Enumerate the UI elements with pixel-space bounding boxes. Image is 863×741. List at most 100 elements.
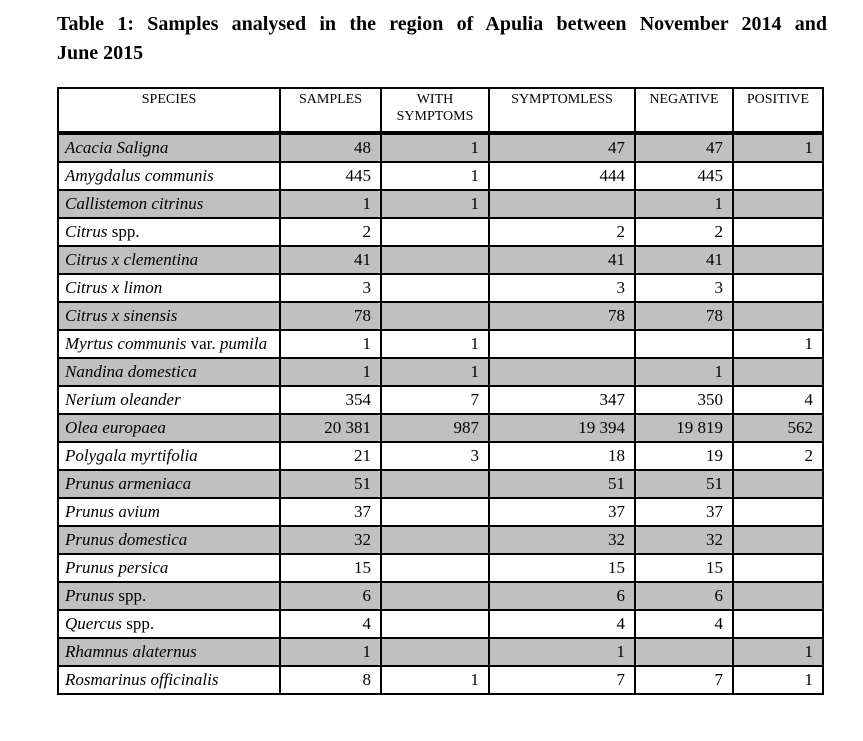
- count-cell: [732, 217, 824, 247]
- table-row: Amygdalus communis 445 1 444 445: [57, 161, 824, 191]
- count-cell: 7: [380, 385, 490, 415]
- count-cell: 2: [488, 217, 636, 247]
- count-cell: 1: [279, 357, 382, 387]
- header-row: SPECIES SAMPLES WITH SYMPTOMS SYMPTOMLESS NE…: [57, 87, 824, 135]
- table-row: Citrus x clementina 41 41 41: [57, 245, 824, 275]
- count-cell: 1: [279, 637, 382, 667]
- count-cell: 4: [634, 609, 734, 639]
- table-row: Polygala myrtifolia 21 3 18 19 2: [57, 441, 824, 471]
- count-cell: 37: [279, 497, 382, 527]
- count-cell: 19: [634, 441, 734, 471]
- count-cell: 1: [732, 132, 824, 163]
- species-name-segment: Prunus avium: [65, 502, 160, 521]
- table-body: Acacia Saligna 48 1 47 47 1 Amygdalus communis…: [57, 132, 824, 695]
- species-name-segment: spp.: [121, 614, 155, 633]
- count-cell: 78: [634, 301, 734, 331]
- species-cell: Quercus spp.: [57, 609, 281, 639]
- species-name-segment: Citrus: [65, 222, 108, 241]
- count-cell: 15: [634, 553, 734, 583]
- count-cell: 1: [279, 329, 382, 359]
- count-cell: 21: [279, 441, 382, 471]
- count-cell: [380, 581, 490, 611]
- count-cell: [488, 329, 636, 359]
- species-cell: Prunus spp.: [57, 581, 281, 611]
- count-cell: 51: [488, 469, 636, 499]
- species-name-segment: Myrtus communis: [65, 334, 187, 353]
- species-name-segment: Prunus armeniaca: [65, 474, 192, 493]
- count-cell: 18: [488, 441, 636, 471]
- count-cell: 1: [279, 189, 382, 219]
- count-cell: [380, 609, 490, 639]
- table-header: SPECIES SAMPLES WITH SYMPTOMS SYMPTOMLESS NE…: [57, 87, 824, 135]
- species-cell: Citrus x limon: [57, 273, 281, 303]
- species-name-segment: Rosmarinus officinalis: [65, 670, 219, 689]
- count-cell: 32: [279, 525, 382, 555]
- species-cell: Callistemon citrinus: [57, 189, 281, 219]
- count-cell: 562: [732, 413, 824, 443]
- count-cell: 19 819: [634, 413, 734, 443]
- species-cell: Nandina domestica: [57, 357, 281, 387]
- species-name-segment: Olea europaea: [65, 418, 166, 437]
- column-header: SYMPTOMLESS: [488, 87, 636, 135]
- count-cell: 4: [279, 609, 382, 639]
- table-row: Olea europaea 20 381 987 19 394 19 819 562: [57, 413, 824, 443]
- count-cell: 32: [634, 525, 734, 555]
- count-cell: 1: [634, 189, 734, 219]
- count-cell: 1: [380, 329, 490, 359]
- table-row: Rosmarinus officinalis 8 1 7 7 1: [57, 665, 824, 695]
- count-cell: 2: [634, 217, 734, 247]
- column-header: WITH SYMPTOMS: [380, 87, 490, 135]
- count-cell: 3: [279, 273, 382, 303]
- species-name-segment: Citrus x clementina: [65, 250, 199, 269]
- table-caption-line1: Table 1: Samples analysed in the region …: [57, 13, 827, 35]
- count-cell: 6: [488, 581, 636, 611]
- count-cell: [380, 217, 490, 247]
- count-cell: 3: [488, 273, 636, 303]
- table-row: Prunus domestica 32 32 32: [57, 525, 824, 555]
- count-cell: [732, 525, 824, 555]
- table-row: Nandina domestica 1 1 1: [57, 357, 824, 387]
- species-cell: Prunus domestica: [57, 525, 281, 555]
- count-cell: 78: [279, 301, 382, 331]
- count-cell: [732, 581, 824, 611]
- species-cell: Rosmarinus officinalis: [57, 665, 281, 695]
- table-row: Citrus x limon 3 3 3: [57, 273, 824, 303]
- species-name-segment: Quercus: [65, 614, 122, 633]
- count-cell: 1: [634, 357, 734, 387]
- species-name-segment: Prunus persica: [65, 558, 169, 577]
- count-cell: 4: [732, 385, 824, 415]
- count-cell: [380, 245, 490, 275]
- table-row: Citrus spp. 2 2 2: [57, 217, 824, 247]
- table-row: Prunus avium 37 37 37: [57, 497, 824, 527]
- count-cell: 37: [634, 497, 734, 527]
- species-cell: Prunus persica: [57, 553, 281, 583]
- species-cell: Rhamnus alaternus: [57, 637, 281, 667]
- count-cell: 32: [488, 525, 636, 555]
- species-name-segment: Prunus: [65, 586, 115, 605]
- count-cell: 1: [732, 329, 824, 359]
- count-cell: 15: [279, 553, 382, 583]
- count-cell: [380, 497, 490, 527]
- species-name-segment: pumila: [219, 334, 268, 353]
- species-cell: Citrus x sinensis: [57, 301, 281, 331]
- count-cell: 20 381: [279, 413, 382, 443]
- count-cell: 78: [488, 301, 636, 331]
- count-cell: 444: [488, 161, 636, 191]
- count-cell: [732, 189, 824, 219]
- species-cell: Olea europaea: [57, 413, 281, 443]
- count-cell: 6: [634, 581, 734, 611]
- count-cell: [488, 189, 636, 219]
- species-name-segment: Citrus x sinensis: [65, 306, 178, 325]
- count-cell: [634, 329, 734, 359]
- table-row: Myrtus communis var. pumila 1 1 1: [57, 329, 824, 359]
- count-cell: [732, 357, 824, 387]
- count-cell: 1: [380, 132, 490, 163]
- count-cell: 445: [279, 161, 382, 191]
- count-cell: 48: [279, 132, 382, 163]
- count-cell: [732, 245, 824, 275]
- species-cell: Prunus armeniaca: [57, 469, 281, 499]
- count-cell: [380, 525, 490, 555]
- count-cell: 47: [488, 132, 636, 163]
- count-cell: 2: [732, 441, 824, 471]
- species-name-segment: Rhamnus alaternus: [65, 642, 197, 661]
